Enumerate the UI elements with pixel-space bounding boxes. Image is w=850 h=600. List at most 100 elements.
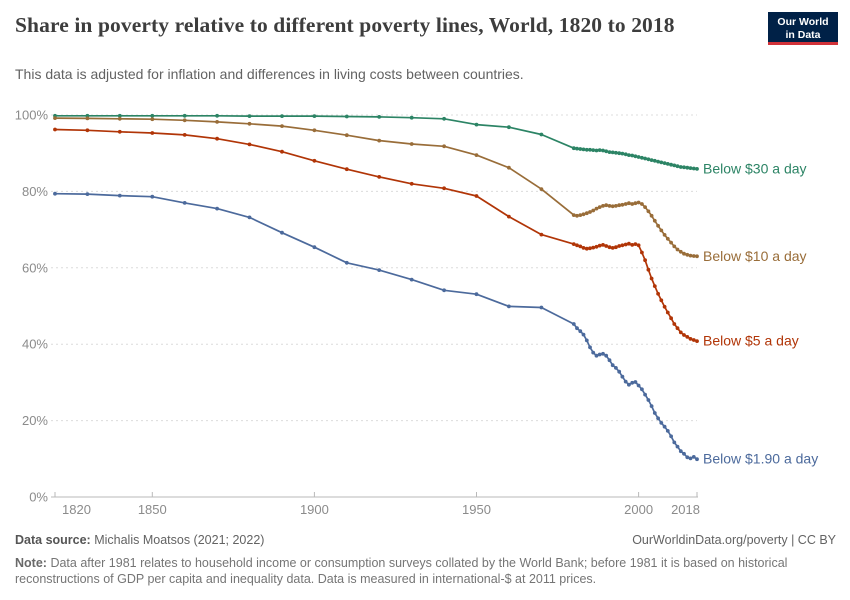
series-below-10-a-day: Below $10 a day bbox=[53, 116, 807, 264]
data-point-marker bbox=[539, 305, 544, 310]
note-label: Note: bbox=[15, 556, 47, 570]
data-point-marker bbox=[662, 424, 667, 429]
data-point-marker bbox=[665, 429, 670, 433]
data-point-marker bbox=[643, 205, 647, 210]
data-point-marker bbox=[442, 186, 446, 191]
data-point-marker bbox=[594, 244, 599, 249]
data-point-marker bbox=[578, 213, 583, 218]
license-link[interactable]: OurWorldinData.org/poverty | CC BY bbox=[632, 533, 836, 547]
data-point-marker bbox=[617, 151, 622, 156]
data-point-marker bbox=[247, 215, 252, 220]
data-point-marker bbox=[662, 304, 667, 309]
data-point-marker bbox=[678, 249, 683, 254]
data-point-marker bbox=[601, 148, 605, 153]
data-point-marker bbox=[409, 142, 414, 146]
data-point-marker bbox=[584, 338, 589, 343]
data-point-marker bbox=[575, 213, 579, 218]
series-label-below-5-a-day: Below $5 a day bbox=[703, 333, 799, 349]
data-point-marker bbox=[627, 201, 631, 206]
data-point-marker bbox=[409, 115, 414, 120]
data-point-marker bbox=[85, 116, 90, 121]
data-point-marker bbox=[672, 322, 677, 326]
data-point-marker bbox=[150, 131, 155, 135]
note-text: Data after 1981 relates to household inc… bbox=[15, 556, 788, 586]
data-point-marker bbox=[575, 326, 579, 331]
data-point-marker bbox=[620, 151, 625, 156]
data-point-marker bbox=[607, 150, 612, 155]
data-point-marker bbox=[617, 369, 622, 374]
series-line-below-10-a-day bbox=[54, 117, 698, 258]
data-point-marker bbox=[627, 153, 631, 158]
data-point-marker bbox=[247, 121, 252, 126]
data-point-marker bbox=[215, 136, 220, 141]
data-point-marker bbox=[377, 115, 382, 119]
data-point-marker bbox=[85, 128, 90, 133]
data-point-marker bbox=[656, 223, 660, 228]
chart-subtitle: This data is adjusted for inflation and … bbox=[15, 66, 524, 82]
data-point-marker bbox=[695, 339, 699, 343]
data-point-marker bbox=[442, 288, 446, 293]
data-point-marker bbox=[633, 201, 638, 206]
data-point-marker bbox=[591, 350, 596, 355]
data-point-marker bbox=[117, 113, 122, 118]
data-point-marker bbox=[575, 243, 579, 248]
data-point-marker bbox=[507, 165, 511, 170]
data-point-marker bbox=[688, 337, 693, 341]
data-point-marker bbox=[607, 204, 612, 208]
data-point-marker bbox=[630, 202, 635, 206]
data-point-marker bbox=[656, 291, 660, 296]
data-point-marker bbox=[591, 245, 596, 250]
data-point-marker bbox=[604, 244, 609, 248]
data-point-marker bbox=[623, 242, 628, 247]
data-point-marker bbox=[636, 200, 641, 205]
series-below-5-a-day: Below $5 a day bbox=[53, 127, 799, 349]
data-point-marker bbox=[672, 440, 677, 445]
data-point-marker bbox=[344, 260, 349, 265]
data-point-marker bbox=[675, 247, 680, 252]
data-point-marker bbox=[669, 434, 673, 439]
data-point-marker bbox=[344, 133, 349, 138]
data-point-marker bbox=[539, 132, 544, 137]
data-point-marker bbox=[659, 298, 664, 303]
data-point-marker bbox=[85, 113, 90, 118]
data-point-marker bbox=[591, 148, 596, 153]
data-point-marker bbox=[617, 244, 622, 248]
footer-source-row: Data source: Michalis Moatsos (2021; 202… bbox=[15, 533, 836, 547]
data-point-marker bbox=[507, 214, 511, 219]
data-point-marker bbox=[682, 451, 686, 456]
data-point-marker bbox=[474, 292, 479, 297]
data-point-marker bbox=[215, 120, 220, 124]
data-point-marker bbox=[636, 243, 641, 248]
series-below-1.90-a-day: Below $1.90 a day bbox=[53, 191, 818, 467]
data-point-marker bbox=[588, 147, 592, 152]
data-point-marker bbox=[150, 113, 155, 118]
data-point-marker bbox=[507, 304, 511, 309]
data-point-marker bbox=[604, 149, 609, 154]
data-point-marker bbox=[597, 148, 602, 153]
data-point-marker bbox=[588, 246, 592, 251]
data-point-marker bbox=[581, 246, 586, 250]
data-point-marker bbox=[649, 404, 654, 408]
data-point-marker bbox=[662, 161, 667, 166]
data-point-marker bbox=[601, 243, 605, 247]
data-point-marker bbox=[665, 162, 670, 166]
data-point-marker bbox=[53, 116, 57, 120]
series-line-below-1.90-a-day bbox=[54, 192, 698, 460]
data-point-marker bbox=[594, 353, 599, 358]
data-point-marker bbox=[678, 165, 683, 169]
data-point-marker bbox=[614, 245, 618, 250]
data-point-marker bbox=[312, 128, 317, 133]
data-point-marker bbox=[640, 250, 644, 255]
data-point-marker bbox=[578, 147, 583, 151]
data-point-marker bbox=[675, 326, 680, 331]
data-point-marker bbox=[646, 398, 651, 402]
data-point-marker bbox=[623, 152, 628, 157]
data-point-marker bbox=[53, 191, 57, 196]
data-point-marker bbox=[649, 276, 654, 281]
series-label-below-1.90-a-day: Below $1.90 a day bbox=[703, 451, 818, 467]
data-source: Data source: Michalis Moatsos (2021; 202… bbox=[15, 533, 264, 547]
data-point-marker bbox=[312, 158, 317, 163]
data-point-marker bbox=[280, 149, 284, 154]
data-point-marker bbox=[656, 416, 660, 421]
data-point-marker bbox=[627, 241, 631, 246]
